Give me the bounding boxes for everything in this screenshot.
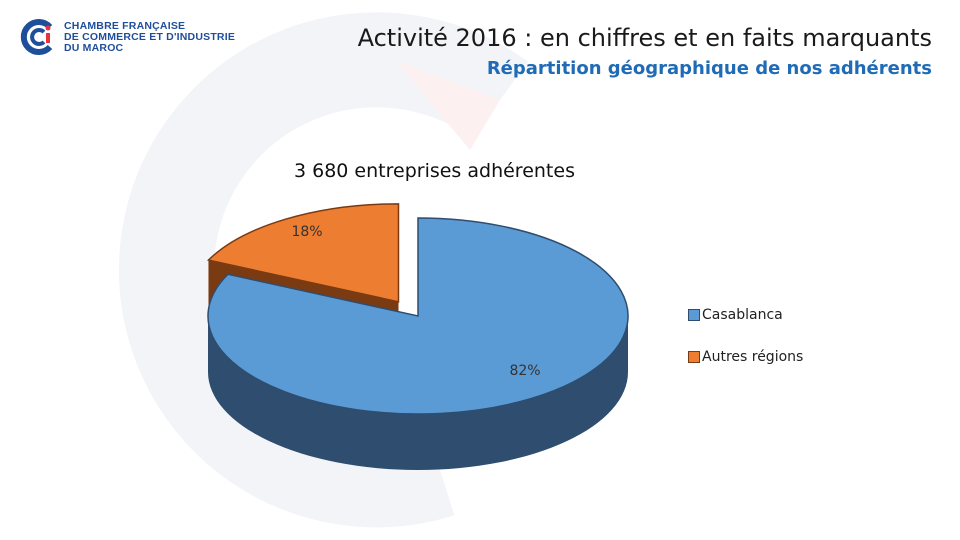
pie-value-label-autres-r-gions: 18% — [291, 224, 322, 240]
legend-swatch-casablanca — [688, 309, 700, 321]
logo-line-1: CHAMBRE FRANÇAISE — [64, 19, 186, 32]
legend-swatch-autres-regions — [688, 351, 700, 363]
chart-legend: Casablanca Autres régions — [688, 305, 803, 389]
logo-line-3: DU MAROC — [64, 41, 124, 54]
legend-label-casablanca: Casablanca — [702, 307, 783, 323]
pie-side-casablanca — [208, 316, 628, 470]
page-title: Activité 2016 : en chiffres et en faits … — [357, 24, 932, 52]
pie-slice-autres-r-gions — [206, 203, 400, 303]
cfcim-logo-text: CHAMBRE FRANÇAISE DE COMMERCE ET D'INDUS… — [64, 19, 236, 54]
legend-item-autres-regions: Autres régions — [688, 347, 803, 367]
pie-slice-casablanca — [207, 217, 629, 415]
legend-item-casablanca: Casablanca — [688, 305, 803, 325]
cfcim-logo: CHAMBRE FRANÇAISE DE COMMERCE ET D'INDUS… — [20, 18, 235, 56]
legend-label-autres-regions: Autres régions — [702, 349, 804, 365]
pie-value-label-casablanca: 82% — [509, 363, 540, 379]
logo-line-2: DE COMMERCE ET D'INDUSTRIE — [64, 30, 236, 43]
chart-title: 3 680 entreprises adhérentes — [294, 160, 575, 182]
page-subtitle: Répartition géographique de nos adhérent… — [486, 58, 932, 79]
cfcim-logo-icon — [20, 19, 53, 55]
